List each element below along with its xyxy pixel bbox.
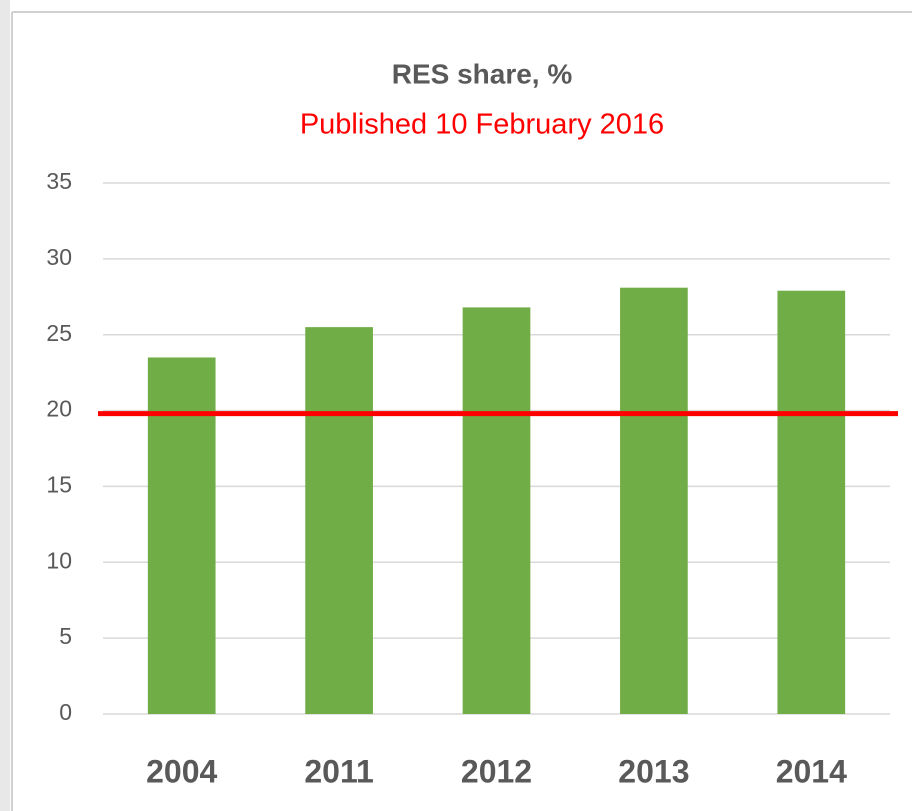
bar [620, 287, 688, 714]
y-tick-label: 30 [46, 244, 72, 270]
y-tick-label: 25 [46, 320, 72, 346]
y-tick-label: 0 [59, 699, 72, 725]
bar [147, 357, 216, 714]
y-tick-label: 15 [46, 472, 72, 498]
y-tick-label: 5 [59, 623, 72, 649]
y-tick-label: 35 [46, 168, 72, 194]
x-tick-label: 2012 [461, 753, 532, 789]
chart-title: RES share, % [392, 58, 573, 89]
x-tick-label: 2004 [146, 753, 217, 789]
bar [777, 290, 846, 714]
x-tick-label: 2011 [304, 753, 373, 789]
bar [462, 307, 531, 714]
chart-subtitle: Published 10 February 2016 [300, 109, 664, 141]
y-tick-label: 10 [46, 547, 72, 573]
x-tick-label: 2014 [776, 753, 847, 789]
x-tick-label: 2013 [618, 753, 689, 789]
y-tick-label: 20 [46, 396, 72, 422]
bar [305, 327, 373, 714]
left-margin [0, 0, 10, 811]
